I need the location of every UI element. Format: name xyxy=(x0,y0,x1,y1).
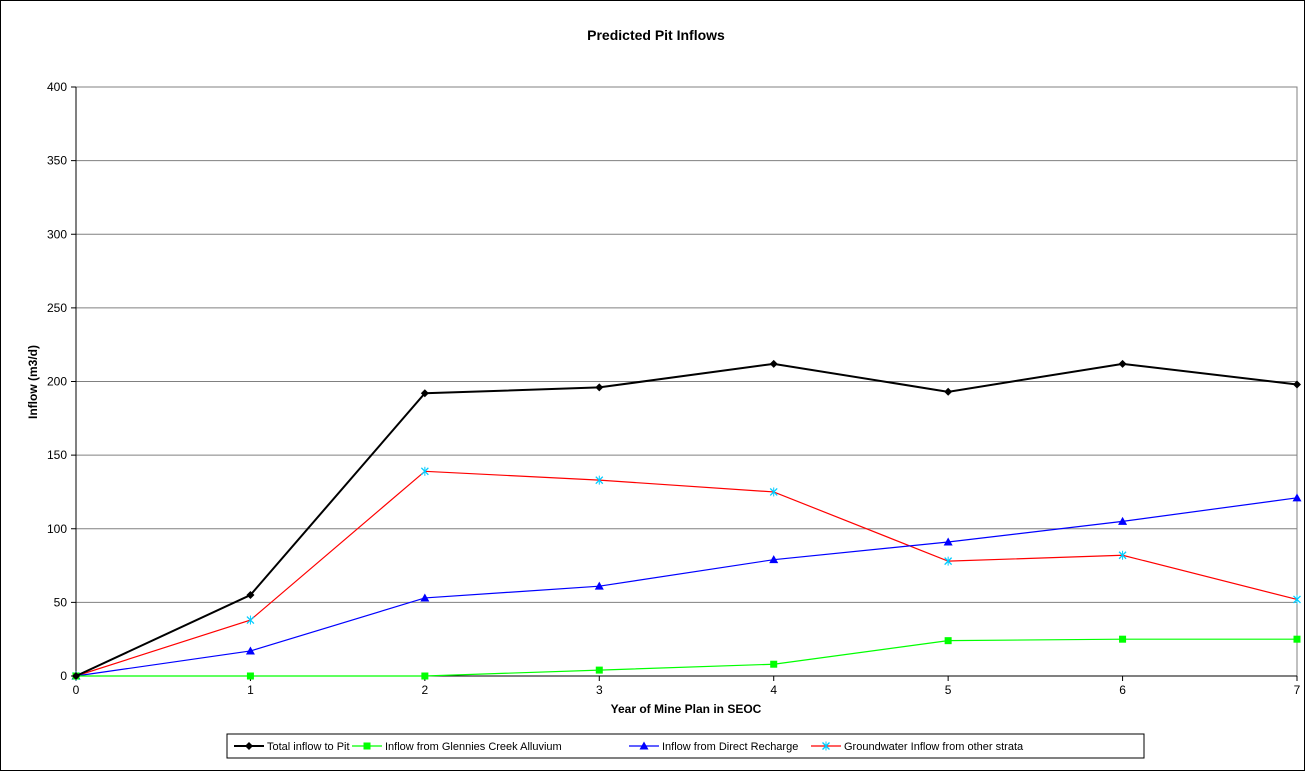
data-point xyxy=(246,615,255,625)
x-tick-label: 5 xyxy=(945,683,952,697)
legend-label: Inflow from Glennies Creek Alluvium xyxy=(385,741,562,753)
data-point xyxy=(1293,594,1301,604)
y-tick-label: 150 xyxy=(47,448,67,462)
x-tick-label: 7 xyxy=(1294,683,1301,697)
data-point xyxy=(594,581,604,590)
series-line xyxy=(75,497,1298,677)
legend-label: Groundwater Inflow from other strata xyxy=(844,741,1024,753)
series-2 xyxy=(71,493,1302,680)
data-point xyxy=(595,666,603,674)
x-tick-label: 1 xyxy=(247,683,254,697)
data-point xyxy=(639,741,649,750)
y-tick-label: 0 xyxy=(60,669,67,683)
data-point xyxy=(1118,516,1128,525)
axes: 0 50 100 150 200 250 300 350 400 0 1 2 3 4 5 6 7 xyxy=(47,80,1301,697)
data-point xyxy=(1118,359,1127,368)
data-point xyxy=(944,556,953,566)
data-point xyxy=(246,591,255,600)
x-tick-label: 4 xyxy=(770,683,777,697)
data-point xyxy=(363,742,371,750)
series-1 xyxy=(72,635,1301,680)
data-point xyxy=(769,487,778,497)
legend-item: Inflow from Direct Recharge xyxy=(629,741,798,753)
series-line xyxy=(75,470,1298,677)
legend-label: Total inflow to Pit xyxy=(267,741,350,753)
grid xyxy=(76,86,1297,603)
data-point xyxy=(769,359,778,368)
data-point xyxy=(595,475,604,485)
legend-item: Total inflow to Pit xyxy=(234,741,350,753)
data-point xyxy=(245,646,255,655)
x-tick-label: 3 xyxy=(596,683,603,697)
series-line xyxy=(76,638,1297,677)
series-0 xyxy=(72,359,1301,680)
data-point xyxy=(1118,550,1127,560)
data-point xyxy=(595,383,604,392)
x-tick-label: 2 xyxy=(422,683,429,697)
chart-title: Predicted Pit Inflows xyxy=(587,27,725,43)
data-point xyxy=(1293,635,1301,643)
y-tick-label: 50 xyxy=(54,595,68,609)
series-layer xyxy=(71,359,1302,681)
x-tick-label: 0 xyxy=(73,683,80,697)
y-tick-label: 250 xyxy=(47,301,67,315)
data-point xyxy=(246,672,254,680)
data-point xyxy=(420,466,429,476)
data-point xyxy=(943,537,953,546)
y-tick-label: 400 xyxy=(47,80,67,94)
data-point xyxy=(944,637,952,645)
data-point xyxy=(1292,493,1302,502)
data-point xyxy=(769,555,779,564)
x-axis-label: Year of Mine Plan in SEOC xyxy=(611,702,762,716)
y-tick-label: 100 xyxy=(47,522,67,536)
y-tick-label: 350 xyxy=(47,154,67,168)
data-point xyxy=(420,593,430,602)
data-point xyxy=(1293,380,1301,389)
data-point xyxy=(245,742,253,750)
data-point xyxy=(72,672,80,680)
x-tick-label: 6 xyxy=(1119,683,1126,697)
y-axis-label: Inflow (m3/d) xyxy=(26,345,40,419)
legend-label: Inflow from Direct Recharge xyxy=(662,741,798,753)
data-point xyxy=(944,387,953,396)
legend: Total inflow to Pit Inflow from Glennies … xyxy=(234,741,1024,753)
data-point xyxy=(420,389,429,398)
legend-item: Groundwater Inflow from other strata xyxy=(811,741,1024,753)
data-point xyxy=(822,741,830,751)
legend-item: Inflow from Glennies Creek Alluvium xyxy=(352,741,562,753)
series-line xyxy=(75,362,1298,677)
y-tick-label: 200 xyxy=(47,375,67,389)
y-tick-label: 300 xyxy=(47,227,67,241)
data-point xyxy=(421,672,429,680)
data-point xyxy=(770,660,778,668)
data-point xyxy=(1119,635,1127,643)
